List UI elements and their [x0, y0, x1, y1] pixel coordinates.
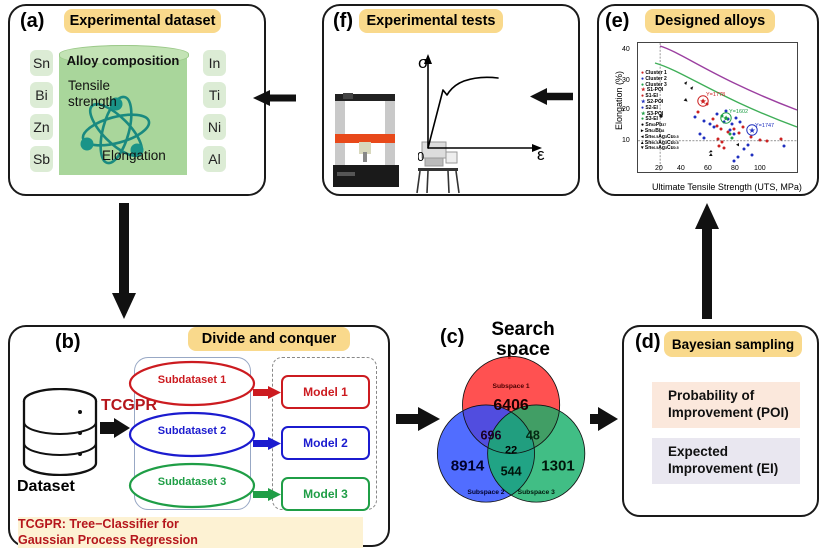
svg-text:544: 544 — [501, 464, 522, 478]
svg-text:σ: σ — [418, 53, 429, 72]
svg-text:20: 20 — [622, 106, 630, 113]
svg-text:80: 80 — [731, 165, 739, 172]
svg-text:Y=1778: Y=1778 — [706, 92, 725, 98]
svg-text:Y=1747: Y=1747 — [755, 123, 774, 129]
svg-text:100: 100 — [754, 165, 766, 172]
svg-text:22: 22 — [505, 445, 517, 457]
svg-text:★: ★ — [700, 97, 707, 106]
svg-text:20: 20 — [655, 165, 663, 172]
svg-text:Subspace 2: Subspace 2 — [467, 489, 504, 496]
svg-text:696: 696 — [481, 428, 502, 442]
svg-text:8914: 8914 — [451, 457, 485, 474]
svg-text:6406: 6406 — [493, 397, 529, 414]
svg-text:40: 40 — [622, 46, 630, 53]
svg-text:1301: 1301 — [541, 457, 575, 474]
svg-text:Y=1602: Y=1602 — [729, 109, 748, 115]
svg-text:10: 10 — [622, 137, 630, 144]
svg-text:Subspace 3: Subspace 3 — [518, 489, 555, 496]
svg-text:0: 0 — [418, 149, 424, 163]
svg-text:30: 30 — [622, 77, 630, 84]
svg-text:40: 40 — [677, 165, 685, 172]
svg-text:ε: ε — [537, 145, 545, 163]
svg-text:60: 60 — [704, 165, 712, 172]
svg-text:Subspace 1: Subspace 1 — [492, 383, 529, 390]
svg-text:★: ★ — [723, 114, 730, 123]
svg-text:48: 48 — [526, 428, 540, 442]
